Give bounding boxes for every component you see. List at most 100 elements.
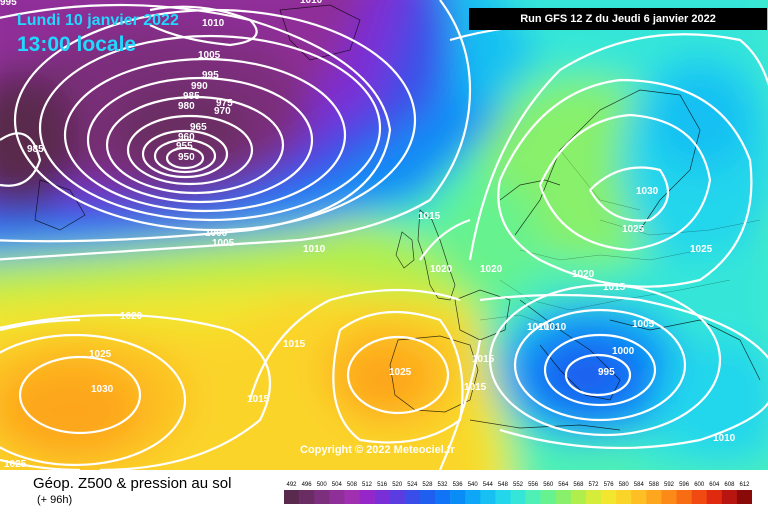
isobar-label: 1000 (205, 228, 228, 239)
isobar-label: 960 (178, 132, 195, 143)
isobar-label: 1025 (622, 224, 645, 235)
legend-value: 560 (543, 482, 554, 488)
legend-swatch (676, 490, 692, 504)
isobar-label: 980 (178, 101, 195, 112)
copyright-notice: Copyright © 2022 Meteociel.fr (300, 444, 455, 456)
legend-value: 584 (634, 482, 645, 488)
isobar-label: 970 (214, 106, 231, 117)
isobar-label: 1005 (198, 50, 221, 61)
legend-swatch (495, 490, 511, 504)
legend-swatch (465, 490, 481, 504)
legend-swatch (374, 490, 390, 504)
legend-value: 588 (649, 482, 660, 488)
isobar-label: 1015 (418, 211, 441, 222)
run-info-banner: Run GFS 12 Z du Jeudi 6 janvier 2022 (469, 8, 767, 30)
isobar-label: 990 (191, 81, 208, 92)
isobar-label: 985 (183, 91, 200, 102)
isobar-label: 1005 (212, 238, 235, 249)
map-title: Géop. Z500 & pression au sol (33, 475, 232, 492)
legend-swatch (435, 490, 451, 504)
z500-field (0, 0, 768, 470)
isobar-label: 1025 (690, 244, 713, 255)
isobar-label: 1020 (572, 269, 595, 280)
isobar-label: 1030 (91, 384, 114, 395)
isobar-label: 1010 (300, 0, 323, 6)
isobar-label: 1010 (527, 322, 550, 333)
legend-value: 596 (679, 482, 690, 488)
legend-value: 592 (664, 482, 675, 488)
legend-value: 544 (483, 482, 494, 488)
legend-value: 564 (558, 482, 569, 488)
isobars (0, 0, 768, 470)
isobar-label: 1025 (389, 367, 412, 378)
isobar-label: 1015 (472, 354, 495, 365)
forecast-time: 13:00 locale (17, 33, 137, 56)
legend-swatch (480, 490, 496, 504)
legend-swatch (601, 490, 617, 504)
legend-value: 608 (724, 482, 735, 488)
isobar-label: 955 (176, 141, 193, 152)
legend-swatch (389, 490, 406, 504)
isobar-label: 1020 (430, 264, 453, 275)
legend-swatch (736, 490, 752, 504)
legend-swatch (540, 490, 556, 504)
forecast-lead: (+ 96h) (37, 494, 73, 506)
legend-swatch (419, 490, 436, 504)
isobar-label: 995 (598, 367, 615, 378)
legend-value: 508 (347, 482, 358, 488)
isobar-label: 1010 (544, 322, 567, 333)
legend-value: 536 (453, 482, 464, 488)
legend-value: 524 (407, 482, 418, 488)
color-legend: 492 496 500 504 508 512 516 520 524 528 532 536 540 5… (284, 482, 752, 504)
forecast-date: Lundi 10 janvier 2022 (17, 12, 179, 29)
legend-swatch (510, 490, 526, 504)
legend-value: 500 (317, 482, 328, 488)
legend-swatch (585, 490, 602, 504)
legend-value: 540 (468, 482, 479, 488)
legend-value: 604 (709, 482, 720, 488)
isobar-label: 1010 (303, 244, 326, 255)
isobar-label: 995 (202, 70, 219, 81)
isobar-label: 975 (216, 98, 233, 109)
isobar-labels: 1010 1005 995 990 985 980 975 970 965 96… (0, 0, 736, 470)
legend-swatch (525, 490, 541, 504)
legend-swatch (631, 490, 647, 504)
isobar-label: 1015 (464, 382, 487, 393)
isobar-label: 1015 (603, 282, 626, 293)
isobar-label: 965 (190, 122, 207, 133)
isobar-label: 1025 (4, 459, 27, 470)
legend-value: 612 (739, 482, 750, 488)
legend-value: 556 (528, 482, 539, 488)
isobar-label: 950 (178, 152, 195, 163)
legend-swatch (661, 490, 677, 504)
legend-value: 492 (286, 482, 297, 488)
isobar-label: 1025 (89, 349, 112, 360)
legend-swatch (555, 490, 572, 504)
pressure-map: 1010 1005 995 990 985 980 975 970 965 96… (0, 0, 768, 470)
legend-swatch (616, 490, 632, 504)
isobar-label: 1015 (283, 339, 306, 350)
legend-swatch (314, 490, 330, 504)
legend-value: 532 (437, 482, 448, 488)
legend-swatch (721, 490, 738, 504)
isobar-label: 1000 (612, 346, 635, 357)
legend-swatch (329, 490, 345, 504)
isobar-label: 1020 (120, 311, 143, 322)
legend-value: 576 (604, 482, 615, 488)
isobar-label: 1010 (202, 18, 225, 29)
isobar-label: 1005 (632, 319, 655, 330)
legend-swatch (706, 490, 723, 504)
legend-value: 504 (332, 482, 343, 488)
isobar-label: 1015 (247, 394, 270, 405)
legend-value: 516 (377, 482, 388, 488)
legend-value: 512 (362, 482, 373, 488)
legend-swatch (284, 490, 300, 504)
isobar-label: 1010 (713, 433, 736, 444)
legend-swatch (570, 490, 587, 504)
legend-value: 496 (302, 482, 313, 488)
legend-value: 580 (619, 482, 630, 488)
legend-swatch (344, 490, 360, 504)
legend-value: 552 (513, 482, 524, 488)
legend-swatch (450, 490, 466, 504)
